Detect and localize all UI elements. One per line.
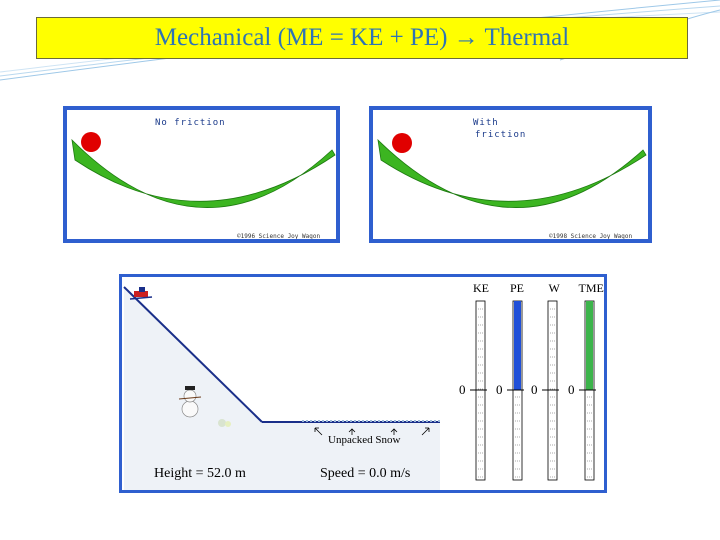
bar-zero-label: 0 xyxy=(531,382,538,397)
slide-title: Mechanical (ME = KE + PE) → Thermal xyxy=(154,24,570,51)
no-friction-panel: No friction ©1996 Science Joy Wagon xyxy=(63,106,340,243)
skier-simulation-panel: Unpacked Snow Height = 52.0 m Speed = 0.… xyxy=(119,274,607,493)
snow-pile-icon xyxy=(218,419,231,427)
with-friction-panel: With friction ©1998 Science Joy Wagon xyxy=(369,106,652,243)
ski-slope-scene xyxy=(123,286,440,490)
snowman-icon xyxy=(178,386,202,418)
with-friction-track xyxy=(377,133,647,208)
ball-icon xyxy=(392,133,412,153)
height-readout: Height = 52.0 m xyxy=(154,466,246,481)
ball-icon xyxy=(81,132,101,152)
unpacked-snow-label: Unpacked Snow xyxy=(328,434,401,446)
energy-bar-tme xyxy=(586,301,593,390)
bar-zero-label: 0 xyxy=(459,382,466,397)
no-friction-track xyxy=(71,132,336,208)
energy-bar-pe xyxy=(514,301,521,390)
speed-readout: Speed = 0.0 m/s xyxy=(320,466,411,481)
bar-label-w: W xyxy=(548,281,560,295)
energy-bar-graph xyxy=(470,300,596,481)
title-banner: Mechanical (ME = KE + PE) → Thermal xyxy=(36,17,688,59)
bar-label-ke: KE xyxy=(473,281,489,295)
copyright-text: ©1998 Science Joy Wagon xyxy=(549,233,633,240)
no-friction-label: No friction xyxy=(155,118,226,128)
arrow-icon xyxy=(314,427,430,436)
copyright-text: ©1996 Science Joy Wagon xyxy=(237,233,321,240)
bar-label-tme: TME xyxy=(578,281,604,295)
bar-label-pe: PE xyxy=(510,281,525,295)
skier-icon xyxy=(129,287,153,300)
bar-zero-label: 0 xyxy=(568,382,575,397)
with-friction-label-line1: With xyxy=(473,118,499,128)
with-friction-label-line2: friction xyxy=(475,130,527,140)
bar-zero-label: 0 xyxy=(496,382,503,397)
